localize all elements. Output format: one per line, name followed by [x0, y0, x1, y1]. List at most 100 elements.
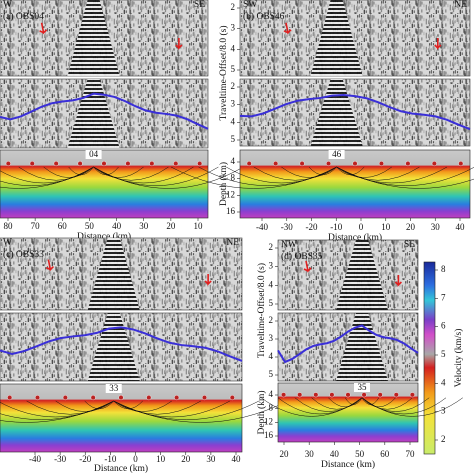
x-tick-label: -40: [256, 222, 268, 232]
colorbar-scale: [423, 261, 436, 455]
x-tick-label: 40: [330, 449, 340, 459]
obs-marker: [174, 395, 180, 401]
x-tick-label: 70: [31, 221, 41, 231]
x-tick-label: 10: [194, 221, 204, 231]
red-arrow: [303, 260, 312, 273]
x-tick-label: 40: [456, 222, 466, 232]
ray-path: [113, 400, 172, 412]
x-tick-label: 30: [305, 449, 315, 459]
y-tick-label: 3: [269, 261, 274, 271]
time-axis-label: Traveltime-Offset/8.0 (s): [256, 263, 267, 358]
picked-traveltime: [0, 92, 209, 130]
ray-path: [0, 400, 114, 423]
y-tick-label: 4: [269, 279, 274, 289]
obs-marker: [7, 395, 13, 401]
ray-path: [113, 400, 289, 423]
first-arrival-wave: [67, 79, 120, 148]
red-arrow: [175, 38, 183, 50]
ray-path: [18, 166, 94, 181]
panel-label: (b) OBS46: [243, 11, 285, 22]
y-tick-label: 2: [269, 315, 274, 325]
obs-marker: [352, 161, 358, 167]
direction-left: SW: [243, 0, 257, 10]
depth-axis-label: Depth (km): [256, 390, 267, 434]
obs-marker: [5, 161, 11, 167]
y-tick-label: 16: [264, 430, 274, 440]
x-tick-label: 20: [181, 454, 191, 464]
colorbar-tick-label: 5: [441, 349, 446, 359]
x-tick-label: 70: [406, 449, 416, 459]
ray-path: [55, 400, 114, 412]
x-tick-label: 40: [112, 221, 122, 231]
x-tick-label: 0: [133, 454, 138, 464]
colorbar-tick-label: 8: [441, 264, 446, 274]
x-tick-label: 30: [431, 222, 441, 232]
station-box: [85, 150, 102, 159]
obs-marker: [197, 161, 203, 167]
picked-traveltime: [0, 326, 243, 362]
station-label: 46: [332, 149, 342, 159]
station-label: 33: [109, 383, 119, 393]
direction-right: SE: [404, 240, 415, 250]
station-box: [354, 383, 370, 392]
x-tick-label: 10: [156, 454, 166, 464]
red-arrow: [434, 38, 442, 50]
y-tick-label: 3: [269, 333, 274, 343]
obs-marker: [29, 161, 35, 167]
x-tick-label: 30: [206, 454, 216, 464]
colorbar: Velocity (km/s): [423, 261, 464, 455]
x-axis-label: Distance (km): [321, 459, 375, 470]
x-tick-label: -10: [330, 222, 342, 232]
station-label: 35: [358, 382, 368, 392]
y-tick-label: 8: [269, 403, 274, 413]
depth-axis-label: Depth (km): [218, 162, 229, 206]
ray-path: [261, 397, 363, 417]
red-arrow: [39, 22, 48, 35]
x-tick-label: -30: [54, 454, 66, 464]
x-tick-label: 0: [359, 222, 364, 232]
obs-marker: [125, 161, 131, 167]
x-tick-label: 20: [166, 221, 176, 231]
obs-marker: [313, 392, 319, 398]
obs-marker: [201, 395, 207, 401]
y-tick-label: 4: [231, 43, 236, 53]
x-tick-label: 50: [85, 221, 95, 231]
station-box: [105, 384, 122, 393]
obs-marker: [146, 395, 152, 401]
obs-marker: [393, 392, 399, 398]
y-tick-label: 5: [269, 298, 274, 308]
picked-traveltime: [277, 324, 419, 364]
red-arrow: [46, 259, 54, 272]
ray-path: [170, 166, 337, 189]
x-tick-label: -20: [79, 454, 91, 464]
first-arrival-wave: [87, 238, 140, 310]
obs-marker: [229, 395, 235, 401]
picked-traveltime: [239, 94, 471, 131]
obs-marker: [431, 161, 437, 167]
time-axis-label: Traveltime-Offset/8.0 (s): [218, 26, 229, 121]
x-tick-label: 60: [380, 449, 390, 459]
obs-marker: [53, 161, 59, 167]
ray-path: [93, 166, 244, 189]
red-arrow: [283, 22, 292, 35]
ray-path: [26, 400, 114, 415]
ray-path: [93, 166, 169, 181]
obs-marker: [118, 395, 124, 401]
x-axis-label: Distance (km): [328, 232, 382, 243]
ray-path: [113, 400, 201, 415]
colorbar-tick-label: 4: [441, 377, 446, 387]
obs-marker: [458, 161, 464, 167]
direction-left: NW: [281, 240, 297, 250]
y-tick-label: 4: [269, 389, 274, 399]
station-label: 04: [89, 149, 99, 159]
velocity-model: [0, 383, 243, 453]
y-tick-label: 12: [226, 189, 235, 199]
direction-right: NE: [454, 0, 467, 10]
colorbar-label: Velocity (km/s): [453, 329, 464, 388]
obs-marker: [101, 161, 107, 167]
obs-marker: [35, 395, 41, 401]
red-arrow: [204, 274, 212, 286]
x-tick-label: 80: [4, 221, 14, 231]
